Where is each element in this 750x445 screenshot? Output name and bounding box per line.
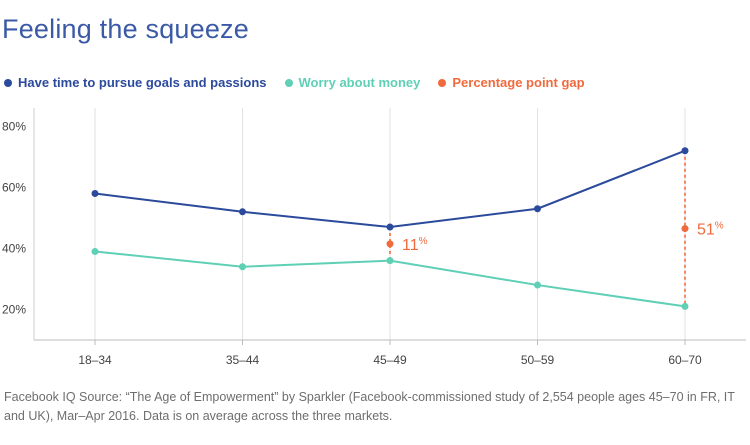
series-point-1: [239, 263, 246, 271]
series-point-1: [386, 257, 394, 265]
legend-label-gap: Percentage point gap: [452, 75, 585, 90]
legend-dot-money: [284, 78, 293, 87]
gap-label: 11%: [402, 236, 428, 254]
x-tick-label: 45–49: [373, 353, 407, 367]
y-tick-label: 40%: [2, 241, 26, 255]
legend-label-goals: Have time to pursue goals and passions: [18, 75, 267, 90]
series-point-0: [91, 189, 99, 197]
series-point-1: [681, 302, 689, 310]
legend-item-money: Worry about money: [284, 75, 421, 90]
gap-label: 51%: [697, 221, 724, 239]
legend-label-money: Worry about money: [298, 75, 421, 90]
legend-dot-gap: [438, 78, 447, 87]
chart-title: Feeling the squeeze: [2, 14, 249, 44]
y-tick-label: 60%: [2, 180, 26, 194]
y-tick-label: 20%: [2, 302, 26, 316]
x-tick-label: 18–34: [78, 353, 112, 367]
x-tick-label: 50–59: [521, 353, 555, 367]
legend-item-gap: Percentage point gap: [438, 75, 585, 90]
legend-dot-goals: [4, 78, 12, 87]
series-point-0: [534, 205, 541, 213]
series-point-1: [534, 281, 541, 289]
source-note: Facebook IQ Source: “The Age of Empowerm…: [4, 390, 735, 423]
gap-marker: [681, 225, 689, 233]
series-point-1: [91, 247, 99, 255]
series-point-0: [239, 208, 246, 216]
legend: Have time to pursue goals and passions W…: [4, 75, 603, 90]
gap-marker: [386, 240, 394, 248]
x-tick-label: 35–44: [226, 353, 260, 367]
x-tick-label: 60–70: [668, 353, 702, 367]
y-tick-label: 80%: [2, 119, 26, 133]
line-chart: 20% 40% 60% 80% 18–34 35–44 45–49 50–59 60–70 11%…: [2, 108, 746, 367]
series-point-0: [386, 223, 394, 231]
legend-item-goals: Have time to pursue goals and passions: [4, 75, 267, 90]
series-point-0: [681, 147, 689, 155]
